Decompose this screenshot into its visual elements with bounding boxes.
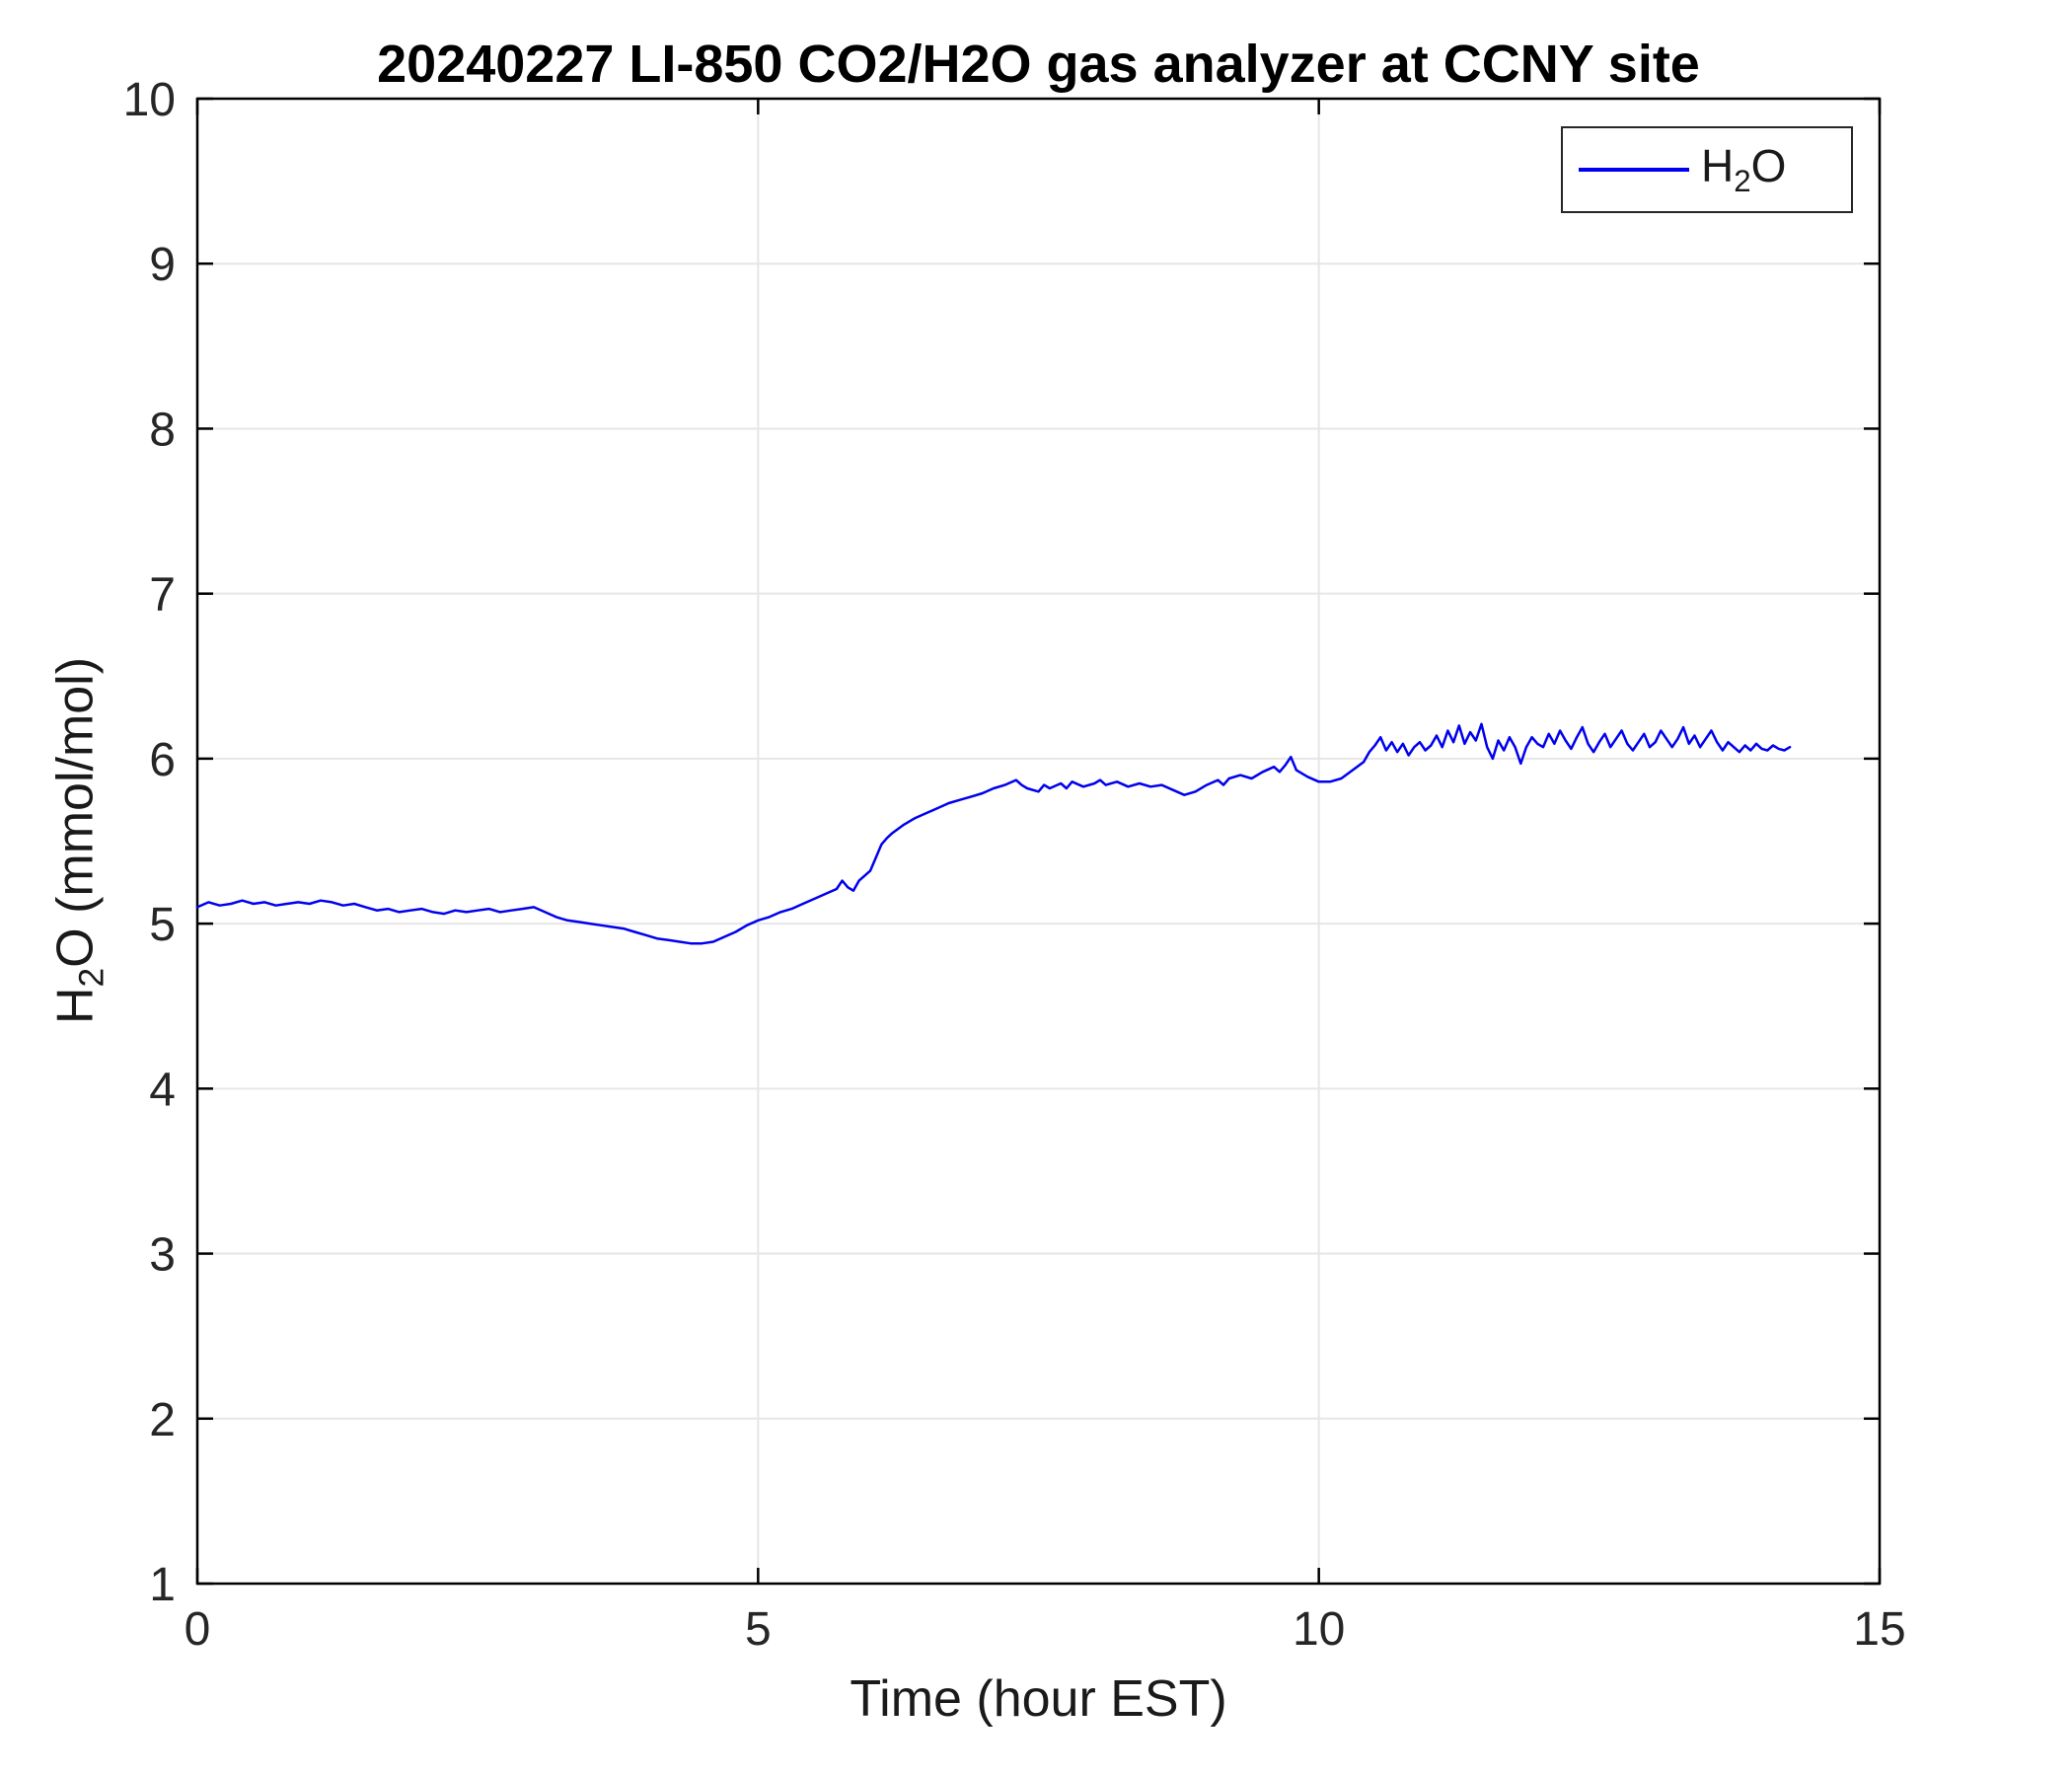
x-tick-label: 0 [185,1603,211,1656]
chart-title: 20240227 LI-850 CO2/H2O gas analyzer at … [377,35,1700,94]
y-tick-label: 2 [149,1394,176,1446]
y-axis-label: H2O (mmol/mol) [46,656,111,1025]
y-tick-label: 9 [149,239,176,291]
data-line-h2o [195,722,1792,945]
axes-box [195,97,1882,1586]
x-tick-label: 5 [745,1603,772,1656]
legend-line-sample [1579,168,1689,172]
y-tick-label: 6 [149,734,176,786]
x-axis-label: Time (hour EST) [850,1670,1227,1728]
y-tick-label: 5 [149,899,176,951]
x-tick-label: 10 [1293,1603,1345,1656]
y-tick-label: 4 [149,1064,176,1116]
legend-label: H2O [1701,140,1787,199]
y-tick-label: 8 [149,404,176,456]
y-tick-label: 7 [149,569,176,622]
y-tick-label: 3 [149,1229,176,1282]
legend: H2O [1561,126,1853,213]
y-tick-label: 1 [149,1559,176,1611]
y-tick-label: 10 [123,74,176,126]
x-tick-label: 15 [1853,1603,1905,1656]
